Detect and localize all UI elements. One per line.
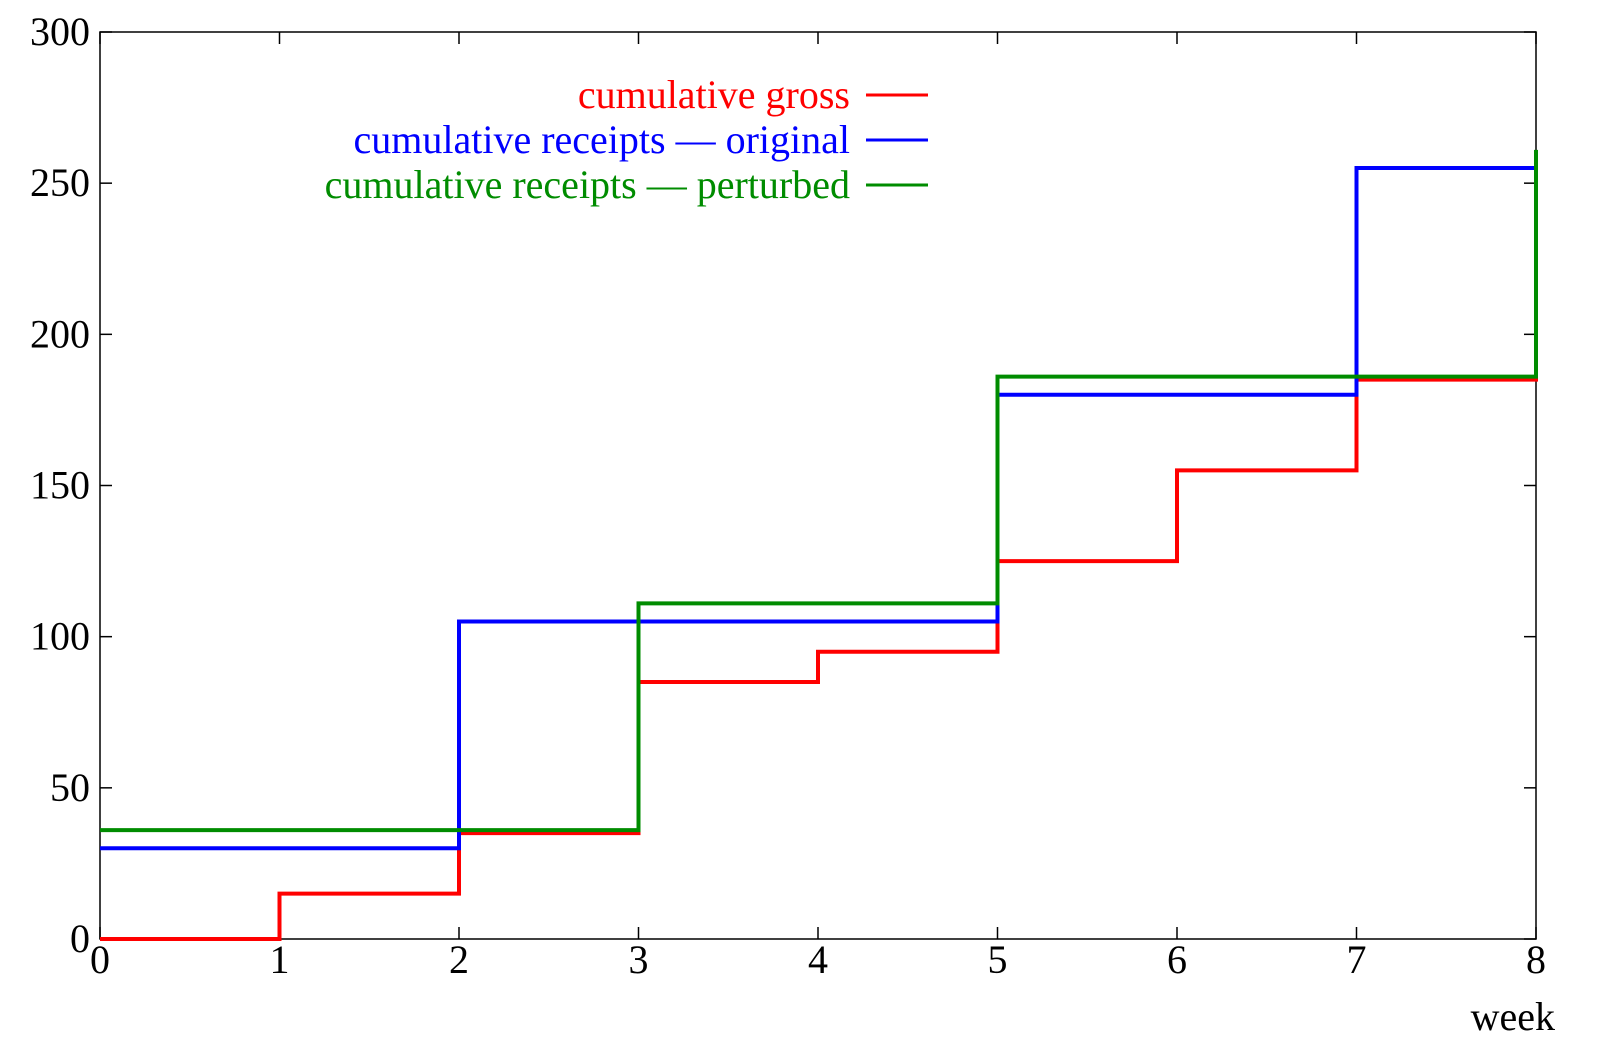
series-line-2 [100,149,1538,833]
y-tick-label: 100 [30,614,90,659]
legend-label-0: cumulative gross [578,72,850,117]
x-tick-label: 5 [988,937,1008,982]
x-tick-label: 6 [1167,937,1187,982]
y-tick-label: 250 [30,160,90,205]
x-tick-label: 7 [1347,937,1367,982]
series-group [100,149,1538,941]
x-tick-label: 8 [1526,937,1546,982]
x-axis-label: week [1471,994,1555,1039]
y-tick-label: 150 [30,463,90,508]
legend-label-1: cumulative receipts –– original [353,117,850,162]
series-line-0 [100,288,1538,941]
x-tick-label: 1 [270,937,290,982]
y-tick-label: 50 [50,765,90,810]
x-tick-label: 4 [808,937,828,982]
axes: 0 1 2 3 4 5 6 7 8 0 50 100 150 200 250 300 week [30,9,1555,1039]
x-tick-label: 3 [629,937,649,982]
y-tick-label: 0 [70,916,90,961]
series-line-1 [100,166,1536,851]
y-tick-label: 300 [30,9,90,54]
x-tick-label: 2 [449,937,469,982]
x-tick-label: 0 [90,937,110,982]
legend-label-2: cumulative receipts –– perturbed [325,162,850,207]
y-tick-label: 200 [30,311,90,356]
